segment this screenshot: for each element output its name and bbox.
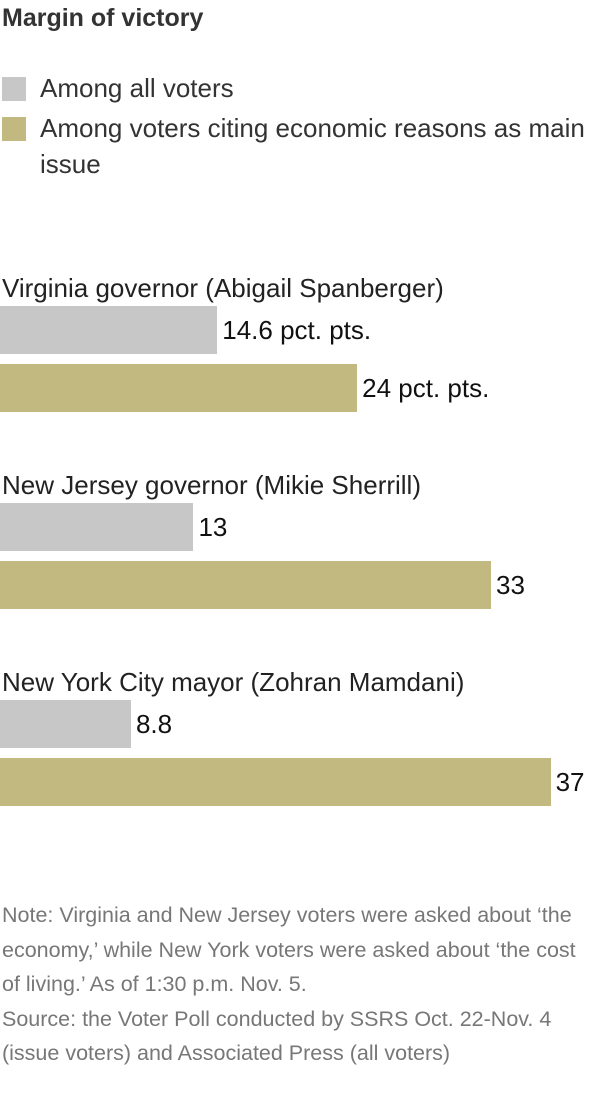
bar-group-new-jersey: New Jersey governor (Mikie Sherrill) 13 … xyxy=(0,467,600,664)
bar-row: 14.6 pct. pts. xyxy=(0,306,600,354)
bar-group-virginia: Virginia governor (Abigail Spanberger) 1… xyxy=(0,270,600,467)
legend-swatch-all-voters xyxy=(2,77,26,101)
bar-row: 24 pct. pts. xyxy=(0,364,600,412)
bar-economic-voters-virginia xyxy=(0,364,358,412)
bar-value-label: 14.6 pct. pts. xyxy=(222,315,372,345)
bar-economic-voters-new-york-city xyxy=(0,758,551,806)
bar-value-label: 24 pct. pts. xyxy=(362,373,490,403)
category-label: Virginia governor (Abigail Spanberger) xyxy=(2,273,444,303)
bar-row: 37 xyxy=(0,758,600,806)
bar-row: 8.8 xyxy=(0,700,600,748)
legend-item-all-voters: Among all voters xyxy=(2,70,592,106)
bar-row: 13 xyxy=(0,503,600,551)
bar-chart: Virginia governor (Abigail Spanberger) 1… xyxy=(0,270,600,861)
bar-all-voters-new-york-city xyxy=(0,700,131,748)
footnote-note: Note: Virginia and New Jersey voters wer… xyxy=(2,903,576,996)
chart-title: Margin of victory xyxy=(2,4,204,32)
footnote-source: Source: the Voter Poll conducted by SSRS… xyxy=(2,1006,552,1066)
bar-row: 33 xyxy=(0,561,600,609)
bar-economic-voters-new-jersey xyxy=(0,561,492,609)
chart-legend: Among all voters Among voters citing eco… xyxy=(2,70,592,186)
bar-value-label: 37 xyxy=(555,767,585,797)
category-label: New Jersey governor (Mikie Sherrill) xyxy=(2,470,421,500)
legend-label-economic-voters: Among voters citing economic reasons as … xyxy=(40,113,585,179)
bar-group-new-york-city: New York City mayor (Zohran Mamdani) 8.8… xyxy=(0,664,600,861)
bar-all-voters-new-jersey xyxy=(0,503,194,551)
bar-value-label: 13 xyxy=(198,512,228,542)
legend-swatch-economic-voters xyxy=(2,117,26,141)
bar-value-label: 33 xyxy=(496,570,525,600)
bar-all-voters-virginia xyxy=(0,306,218,354)
chart-footnote: Note: Virginia and New Jersey voters wer… xyxy=(2,898,594,1071)
legend-item-economic-voters: Among voters citing economic reasons as … xyxy=(2,110,592,182)
category-label: New York City mayor (Zohran Mamdani) xyxy=(2,667,465,697)
legend-label-all-voters: Among all voters xyxy=(40,73,234,103)
bar-value-label: 8.8 xyxy=(135,709,173,739)
